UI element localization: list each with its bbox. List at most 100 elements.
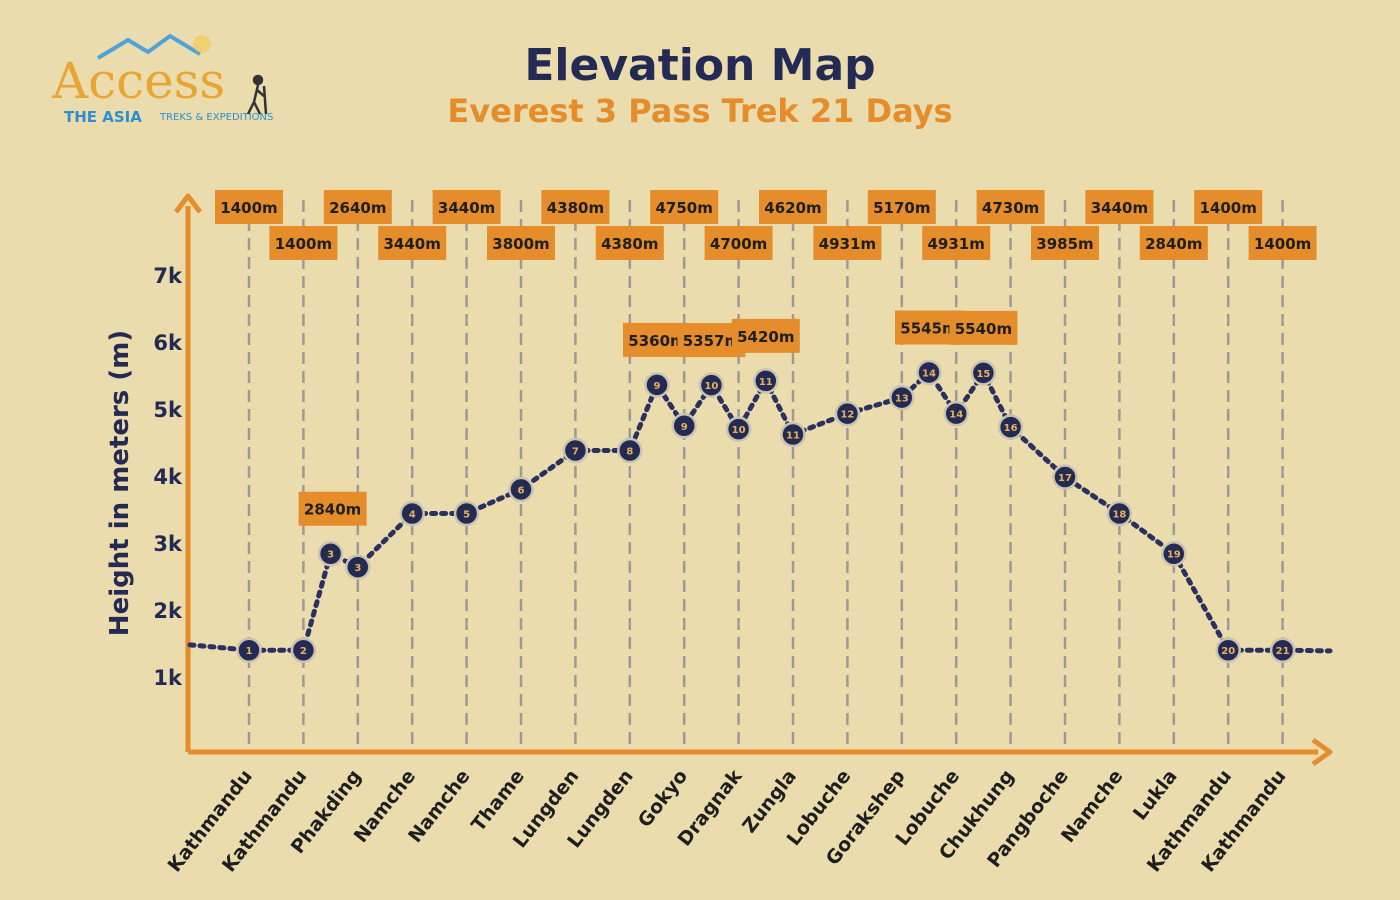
header-label-box — [813, 226, 882, 260]
header-elevation-label: 4931m — [928, 235, 985, 253]
day-marker-label: 5 — [463, 510, 470, 521]
peak-elevation-label: 5357m — [683, 332, 740, 350]
header-label-box — [541, 190, 610, 224]
hiker-icon — [246, 74, 268, 115]
day-marker — [317, 540, 344, 567]
day-marker-label: 19 — [1167, 550, 1181, 561]
day-marker-label: 12 — [840, 410, 854, 421]
logo-line2-text: TREKS & EXPEDITIONS — [159, 112, 273, 123]
peak-elevation-label: 5420m — [737, 328, 794, 346]
day-marker-label: 17 — [1058, 473, 1072, 484]
day-marker-label: 9 — [654, 381, 661, 392]
header-elevation-label: 4380m — [601, 235, 658, 253]
header-label-box — [378, 226, 447, 260]
day-marker — [562, 437, 589, 464]
day-marker-label: 14 — [922, 368, 936, 379]
day-marker — [698, 372, 725, 398]
header-elevation-label: 1400m — [220, 199, 277, 217]
header-elevation-label: 3800m — [492, 235, 549, 253]
header-label-box — [650, 190, 719, 224]
header-label-box — [269, 226, 338, 260]
day-marker — [916, 359, 942, 386]
header-elevation-label: 2640m — [329, 199, 386, 217]
day-marker-label: 9 — [681, 422, 688, 433]
header-elevation-label: 4730m — [982, 199, 1039, 217]
header-label-box — [976, 190, 1045, 224]
chart-title: Elevation Map — [524, 40, 876, 91]
header-label-box — [922, 226, 991, 260]
header-elevation-label: 4931m — [819, 235, 876, 253]
mountain-logo-icon — [96, 33, 202, 60]
header-elevation-label: 3985m — [1036, 235, 1093, 253]
day-marker — [780, 421, 806, 448]
day-marker — [753, 368, 779, 394]
day-marker — [725, 416, 752, 442]
day-marker — [617, 437, 643, 464]
header-label-box — [1248, 226, 1317, 260]
header-elevation-label: 1400m — [1254, 235, 1311, 253]
header-label-box — [759, 190, 827, 224]
day-marker — [236, 637, 262, 663]
header-elevation-label: 5170m — [873, 199, 930, 217]
day-marker — [834, 400, 861, 427]
header-label-box — [1031, 226, 1099, 260]
day-marker-label: 20 — [1221, 646, 1235, 657]
day-marker-label: 4 — [409, 510, 416, 521]
day-marker — [970, 360, 997, 386]
y-tick-label: 7k — [153, 264, 183, 288]
day-marker-label: 14 — [949, 410, 963, 421]
day-marker-label: 18 — [1112, 510, 1126, 521]
y-tick-label: 6k — [153, 331, 183, 355]
y-tick-label: 4k — [153, 465, 183, 489]
header-elevation-label: 4750m — [656, 199, 713, 217]
y-tick-label: 1k — [153, 666, 183, 690]
day-marker-label: 3 — [327, 550, 334, 561]
header-elevation-label: 4620m — [764, 199, 821, 217]
x-axis-arrow-icon — [1311, 737, 1333, 767]
day-marker-label: 1 — [246, 646, 253, 657]
day-marker-label: 11 — [759, 377, 773, 388]
header-label-box — [323, 190, 392, 224]
day-marker — [508, 476, 534, 503]
peak-elevation-label: 2840m — [304, 501, 361, 519]
day-marker-label: 13 — [895, 394, 909, 405]
day-marker-label: 10 — [704, 381, 718, 392]
day-marker — [290, 637, 317, 663]
header-elevation-label: 3440m — [384, 235, 441, 253]
peak-label-box — [298, 491, 367, 526]
y-axis-label: Height in meters (m) — [105, 330, 135, 636]
peak-label-box — [731, 318, 800, 353]
logo-brand-text: Access — [51, 52, 225, 110]
x-tick-label: Lukla — [1129, 766, 1182, 825]
header-label-box — [1085, 190, 1154, 224]
header-label-box — [867, 190, 936, 224]
elevation-line — [187, 367, 1333, 654]
header-label-box — [595, 226, 664, 260]
peak-elevation-label: 5360m — [628, 332, 685, 350]
day-marker-label: 6 — [518, 485, 525, 496]
header-label-box — [487, 226, 555, 260]
header-label-box — [1139, 226, 1208, 260]
peak-label-box — [949, 310, 1018, 345]
header-elevation-label: 2840m — [1145, 235, 1202, 253]
day-marker-label: 15 — [976, 369, 990, 380]
day-marker — [345, 554, 371, 580]
chart-subtitle: Everest 3 Pass Trek 21 Days — [447, 92, 953, 130]
header-elevation-label: 1400m — [275, 235, 332, 253]
day-marker-label: 11 — [786, 430, 800, 441]
day-marker-label: 2 — [300, 646, 307, 657]
day-marker-label: 7 — [572, 447, 579, 458]
header-elevation-label: 3440m — [1091, 199, 1148, 217]
y-tick-label: 3k — [153, 532, 183, 556]
day-marker — [1269, 637, 1296, 663]
access-the-asia-logo: Access THE ASIA TREKS & EXPEDITIONS — [51, 33, 273, 126]
day-marker — [1161, 540, 1187, 567]
day-marker-label: 10 — [732, 425, 746, 436]
logo-line1-text: THE ASIA — [64, 108, 142, 126]
day-marker — [399, 500, 425, 527]
header-elevation-label: 1400m — [1200, 199, 1257, 217]
y-tick-label: 2k — [153, 599, 183, 623]
header-label-box — [432, 190, 501, 224]
day-marker — [889, 384, 915, 411]
